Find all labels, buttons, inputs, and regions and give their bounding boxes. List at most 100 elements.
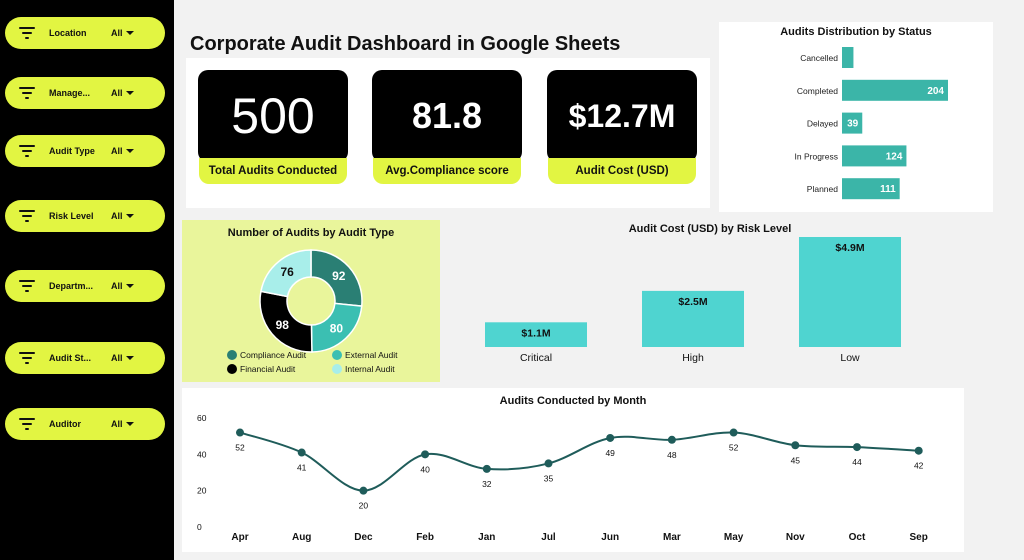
month-data-label: 40 xyxy=(420,464,430,474)
filter-sidebar: Location All Manage... All Audit Type All Risk… xyxy=(0,0,174,560)
caret-down-icon xyxy=(125,91,134,95)
filter-value: All xyxy=(111,28,123,38)
month-data-label: 35 xyxy=(544,473,554,483)
filter-manager[interactable]: Manage... All xyxy=(5,77,165,109)
month-point xyxy=(667,435,676,444)
month-chart-panel: Audits Conducted by Month 60 40 20 0 52 Apr 41… xyxy=(182,388,964,552)
filter-label: Manage... xyxy=(49,88,91,98)
month-point xyxy=(544,459,553,468)
status-data-label: 204 xyxy=(927,86,944,97)
caret-down-icon xyxy=(125,149,134,153)
caret-down-icon xyxy=(125,31,134,35)
status-bar xyxy=(842,145,907,167)
legend-entry: Financial Audit xyxy=(240,364,296,374)
status-category-label: Planned xyxy=(807,184,838,194)
month-point xyxy=(297,448,306,457)
filter-value: All xyxy=(111,211,123,221)
month-category-label: Oct xyxy=(849,532,866,543)
risk-category-label: Critical xyxy=(520,352,552,364)
filter-auditor[interactable]: Auditor All xyxy=(5,408,165,440)
month-chart: 60 40 20 0 52 Apr 41 Aug 20 Dec 40 Feb 32 Jan 35 Jul 49 J… xyxy=(197,413,928,543)
filter-dropdown[interactable]: All xyxy=(111,146,134,156)
status-category-label: Completed xyxy=(797,86,838,96)
month-data-label: 48 xyxy=(667,450,677,460)
status-data-label: 39 xyxy=(847,119,859,130)
month-data-label: 52 xyxy=(729,443,739,453)
status-bar xyxy=(842,47,854,68)
status-bar xyxy=(842,79,948,101)
month-category-label: Feb xyxy=(416,532,434,543)
kpi-label: Avg.Compliance score xyxy=(373,158,521,184)
risk-chart-panel: Audit Cost (USD) by Risk Level $1.1M Crit… xyxy=(450,220,970,382)
month-point xyxy=(914,446,923,455)
filter-label: Risk Level xyxy=(49,211,94,221)
legend-entry: Internal Audit xyxy=(345,364,395,374)
filter-icon xyxy=(19,145,35,157)
month-category-label: Aug xyxy=(292,532,311,543)
month-category-label: Sep xyxy=(910,532,928,543)
status-bar xyxy=(842,112,863,134)
filter-dropdown[interactable]: All xyxy=(111,28,134,38)
month-data-label: 32 xyxy=(482,479,492,489)
month-category-label: Jun xyxy=(601,532,619,543)
status-category-label: Delayed xyxy=(807,119,838,129)
caret-down-icon xyxy=(125,356,134,360)
month-data-label: 41 xyxy=(297,463,307,473)
kpi-total-audits: 500 Total Audits Conducted xyxy=(198,70,348,184)
filter-dropdown[interactable]: All xyxy=(111,419,134,429)
filter-audit-status[interactable]: Audit St... All xyxy=(5,342,165,374)
month-chart-title: Audits Conducted by Month xyxy=(499,395,647,407)
legend-entry: External Audit xyxy=(345,350,398,360)
filter-label: Audit Type xyxy=(49,146,95,156)
risk-data-label: $4.9M xyxy=(835,242,864,254)
filter-icon xyxy=(19,87,35,99)
filter-dropdown[interactable]: All xyxy=(111,353,134,363)
filter-label: Location xyxy=(49,28,87,38)
kpi-value: 81.8 xyxy=(372,70,522,162)
risk-chart-title: Audit Cost (USD) by Risk Level xyxy=(628,223,792,235)
month-category-label: Mar xyxy=(663,532,681,543)
y-tick-label: 60 xyxy=(197,413,207,423)
filter-dropdown[interactable]: All xyxy=(111,88,134,98)
month-point xyxy=(606,433,615,442)
status-bar xyxy=(842,178,900,200)
filter-audit-type[interactable]: Audit Type All xyxy=(5,135,165,167)
caret-down-icon xyxy=(125,422,134,426)
filter-icon xyxy=(19,27,35,39)
status-category-label: In Progress xyxy=(795,151,838,161)
kpi-value: $12.7M xyxy=(547,70,697,162)
month-point xyxy=(359,486,368,495)
donut-data-label: 98 xyxy=(276,318,290,332)
y-tick-label: 20 xyxy=(197,486,207,496)
audit-type-chart-panel: Number of Audits by Audit Type 92 80 98 76 C… xyxy=(182,220,440,382)
filter-icon xyxy=(19,418,35,430)
filter-dropdown[interactable]: All xyxy=(111,211,134,221)
month-point xyxy=(729,428,738,437)
month-data-label: 20 xyxy=(359,501,369,511)
risk-category-label: High xyxy=(682,352,704,364)
y-tick-label: 0 xyxy=(197,522,202,532)
filter-icon xyxy=(19,210,35,222)
filter-label: Audit St... xyxy=(49,353,91,363)
kpi-label: Total Audits Conducted xyxy=(199,158,347,184)
month-series-line xyxy=(239,431,919,492)
donut-data-label: 76 xyxy=(280,265,294,279)
filter-value: All xyxy=(111,281,123,291)
donut-data-label: 80 xyxy=(330,322,344,336)
month-category-label: May xyxy=(724,532,744,543)
filter-department[interactable]: Departm... All xyxy=(5,270,165,302)
filter-location[interactable]: Location All xyxy=(5,17,165,49)
risk-data-label: $1.1M xyxy=(521,327,550,339)
filter-icon xyxy=(19,352,35,364)
risk-bar xyxy=(642,290,744,347)
risk-bar xyxy=(485,322,587,347)
donut-data-label: 92 xyxy=(332,269,346,283)
status-chart-panel: Audits Distribution by Status Cancelled C… xyxy=(719,22,993,212)
month-category-label: Jul xyxy=(541,532,556,543)
donut-slice xyxy=(310,249,363,307)
filter-dropdown[interactable]: All xyxy=(111,281,134,291)
donut-slice xyxy=(260,249,312,298)
status-category-label: Cancelled xyxy=(800,53,838,63)
filter-risk-level[interactable]: Risk Level All xyxy=(5,200,165,232)
month-data-label: 45 xyxy=(791,455,801,465)
